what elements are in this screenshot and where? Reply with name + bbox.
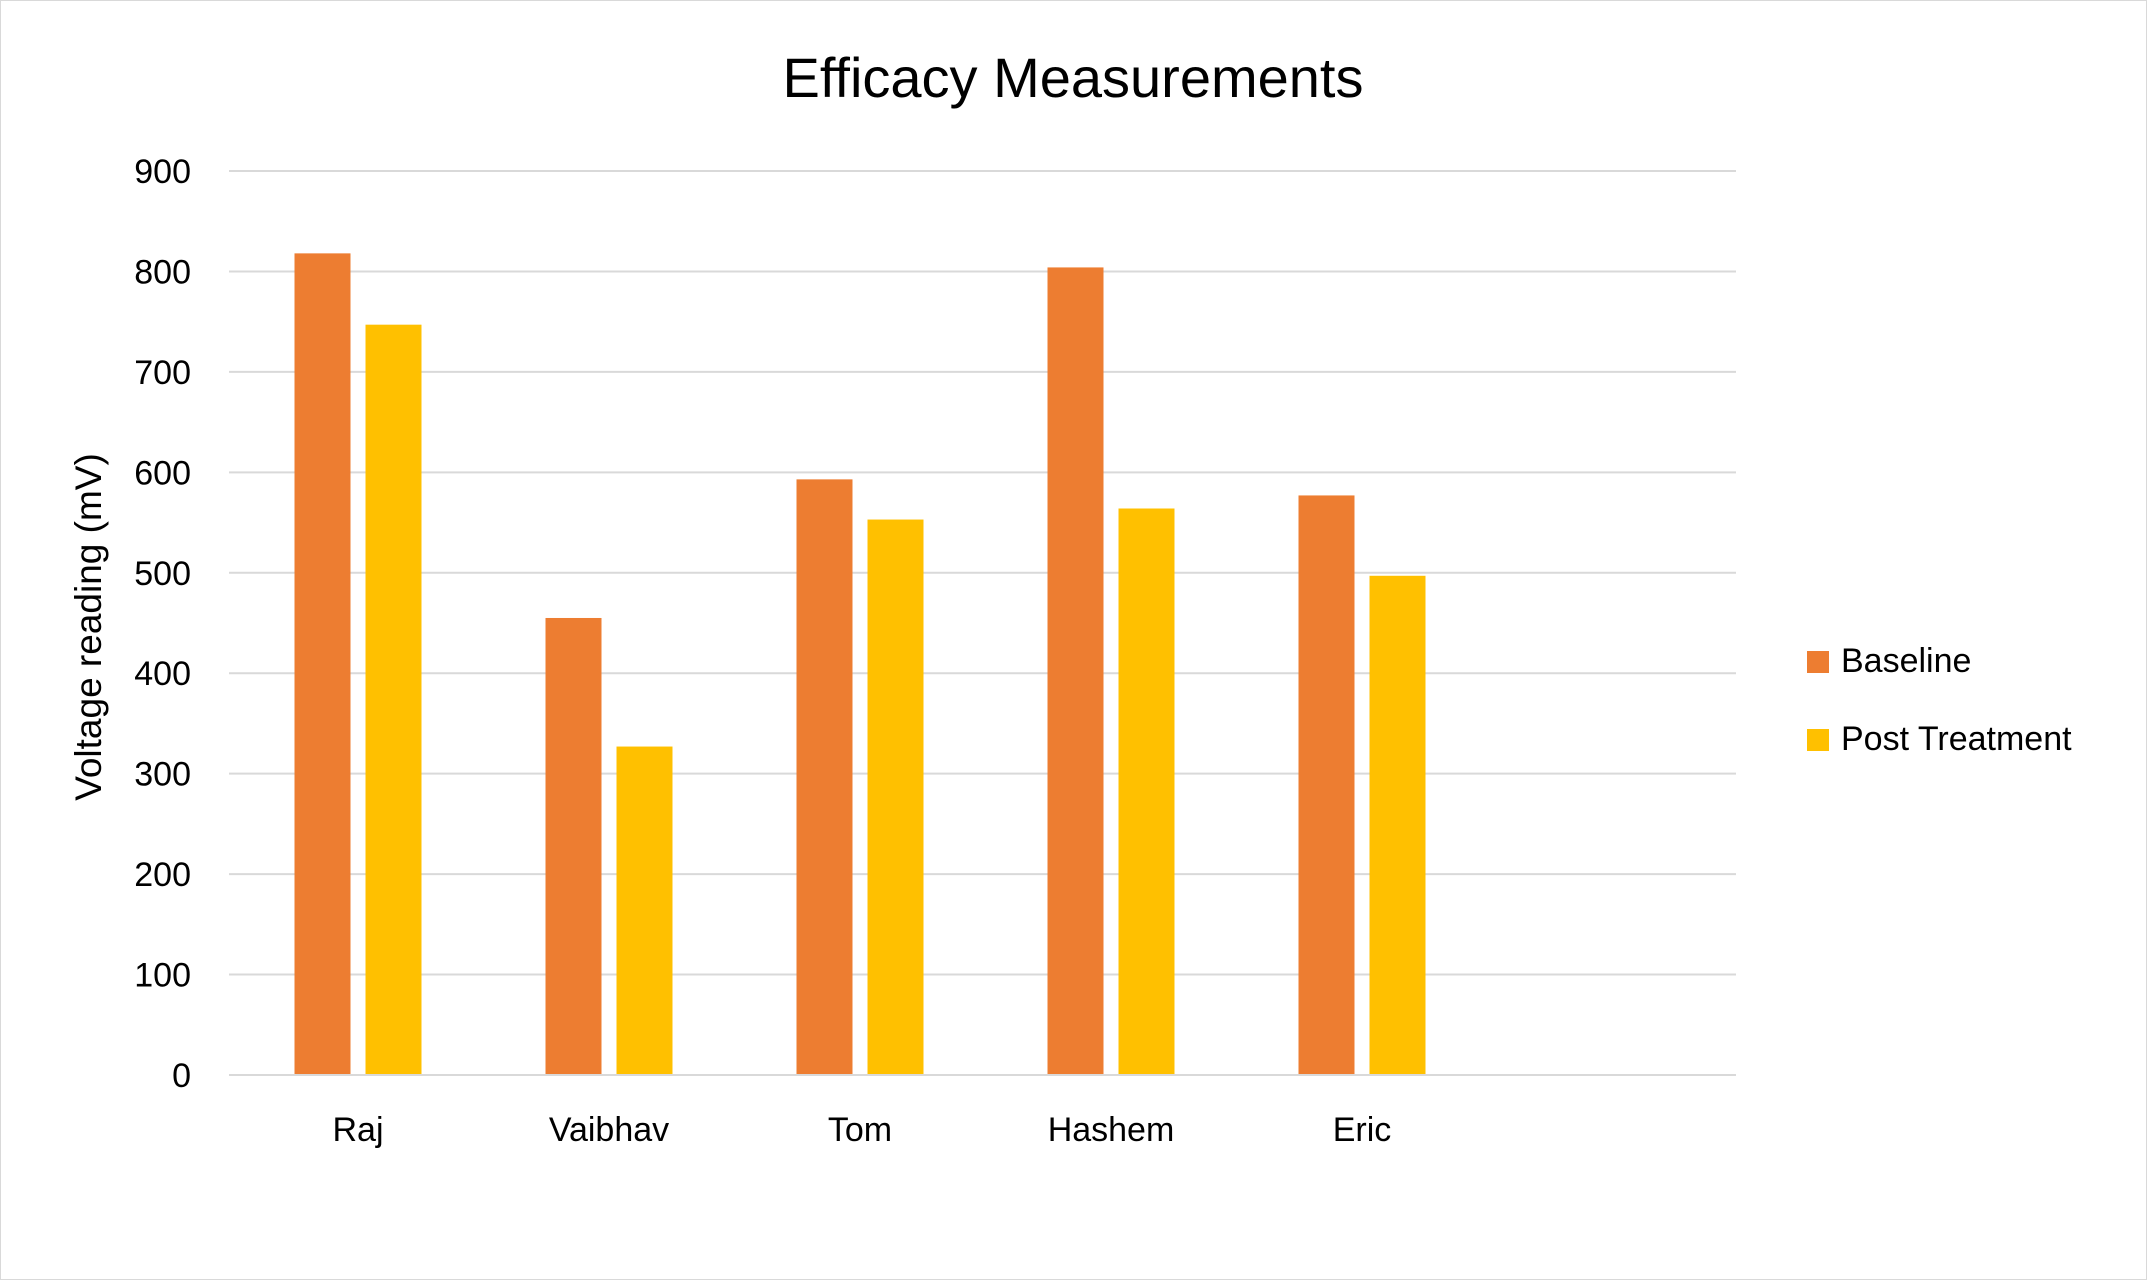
x-tick-label: Vaibhav	[549, 1111, 669, 1149]
y-axis-title: Voltage reading (mV)	[68, 453, 109, 801]
bar-baseline-tom	[796, 479, 853, 1075]
y-tick-label: 0	[172, 1057, 191, 1095]
legend-swatch-baseline	[1807, 651, 1829, 673]
bar-baseline-hashem	[1047, 267, 1104, 1076]
gridlines	[229, 170, 1736, 1076]
chart-title: Efficacy Measurements	[783, 46, 1364, 109]
bar-post-treatment-vaibhav	[616, 746, 673, 1075]
bar-baseline-eric	[1298, 495, 1355, 1075]
legend-label: Baseline	[1841, 642, 1971, 680]
y-tick-label: 400	[134, 655, 191, 693]
y-tick-label: 500	[134, 555, 191, 593]
legend-label: Post Treatment	[1841, 720, 2072, 758]
y-tick-label: 800	[134, 253, 191, 291]
x-tick-label: Hashem	[1048, 1111, 1175, 1149]
bar-baseline-raj	[294, 253, 351, 1075]
bar-post-treatment-raj	[365, 324, 422, 1075]
x-axis-tick-labels: Raj Vaibhav Tom Hashem Eric	[332, 1111, 1391, 1149]
legend-swatch-post-treatment	[1807, 729, 1829, 751]
bar-post-treatment-eric	[1369, 575, 1426, 1075]
y-tick-label: 600	[134, 454, 191, 492]
y-tick-label: 100	[134, 957, 191, 995]
y-axis-tick-labels: 0 100 200 300 400 500 600 700 800 900	[134, 153, 191, 1095]
bars	[229, 253, 1736, 1076]
bar-baseline-vaibhav	[545, 617, 602, 1075]
x-tick-label: Eric	[1333, 1111, 1392, 1149]
y-tick-label: 900	[134, 153, 191, 191]
y-tick-label: 700	[134, 354, 191, 392]
y-tick-label: 300	[134, 756, 191, 794]
y-tick-label: 200	[134, 856, 191, 894]
x-tick-label: Raj	[332, 1111, 383, 1149]
bar-post-treatment-hashem	[1118, 508, 1175, 1075]
bar-post-treatment-tom	[867, 519, 924, 1075]
x-tick-label: Tom	[828, 1111, 892, 1149]
legend: Baseline Post Treatment	[1807, 642, 2072, 758]
